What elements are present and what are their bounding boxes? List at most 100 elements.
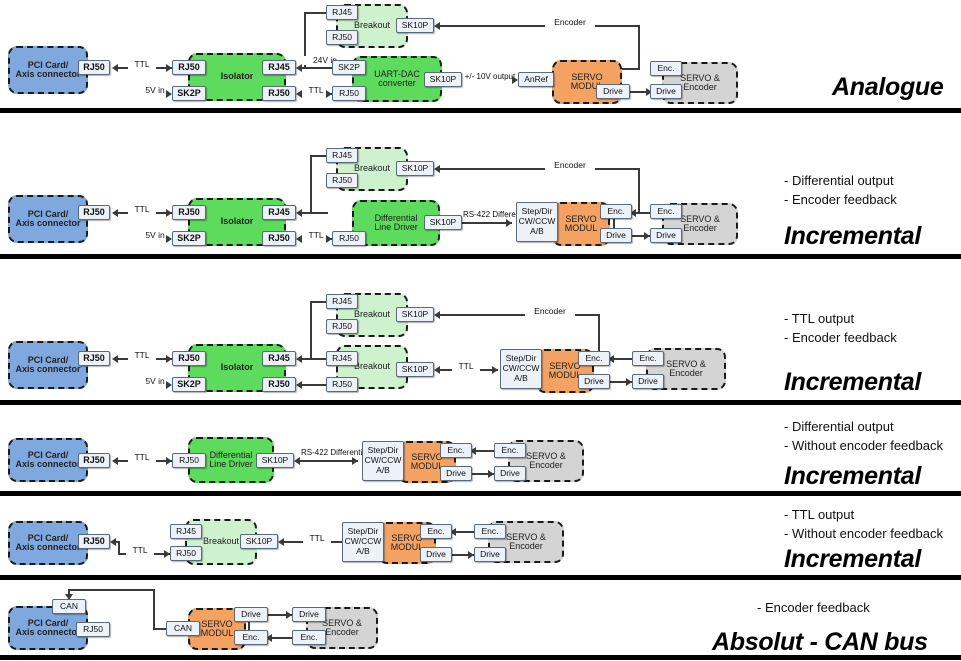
chip-sk10p-breakout-3a[interactable]: SK10P	[396, 307, 434, 322]
row-title-analogue: Analogue	[832, 73, 944, 101]
chip-rj45-breakout-3b[interactable]: RJ45	[326, 351, 358, 366]
chip-drive-servoenc-1[interactable]: Drive	[650, 84, 682, 99]
pci-card-block-2: PCI Card/ Axis connector	[8, 195, 88, 243]
chip-rj50-breakout-1[interactable]: RJ50	[326, 30, 358, 45]
chip-rj50-iso3-in[interactable]: RJ50	[172, 351, 206, 366]
bullet-2-2: - Encoder feedback	[784, 191, 897, 207]
chip-drive-servo-1[interactable]: Drive	[596, 84, 630, 99]
chip-rj50-iso-out[interactable]: RJ50	[262, 86, 296, 101]
bullet-3-1: - TTL output	[784, 311, 855, 326]
chip-rj50-dld-1[interactable]: RJ50	[332, 231, 366, 246]
wire-label-ttl-1: TTL	[128, 59, 156, 70]
isolator-label-2: Isolator	[220, 216, 254, 227]
stepdir-chip-4[interactable]: Step/Dir CW/CCW A/B	[342, 522, 384, 562]
wire-label-5v-3: 5V in	[137, 376, 173, 387]
chip-drive-servo-2[interactable]: Drive	[600, 228, 632, 243]
chip-rj50-iso2-in[interactable]: RJ50	[172, 205, 206, 220]
pci-card-block-3: PCI Card/ Axis connector	[8, 341, 88, 389]
stepdir-chip-1[interactable]: Step/Dir CW/CCW A/B	[516, 202, 558, 242]
chip-drive-servoenc-5[interactable]: Drive	[474, 547, 506, 562]
chip-rj50-dld-2[interactable]: RJ50	[172, 453, 206, 468]
chip-enc-servoenc-6[interactable]: Enc.	[292, 630, 326, 645]
servo-encoder-label-6: SERVO & Encoder	[322, 617, 362, 637]
chip-anref[interactable]: AnRef	[518, 72, 554, 87]
chip-sk10p-breakout-3b[interactable]: SK10P	[396, 362, 434, 377]
chip-enc-servo-4[interactable]: Enc.	[440, 443, 472, 458]
row-title-2: Incremental	[784, 222, 922, 250]
chip-sk10p-dld-2[interactable]: SK10P	[256, 453, 294, 468]
servo-modul-label-2: SERVO MODUL	[564, 213, 598, 233]
chip-sk10p-breakout-1[interactable]: SK10P	[396, 18, 434, 33]
chip-rj45-breakout-3a[interactable]: RJ45	[326, 294, 358, 309]
chip-rj45-breakout-5[interactable]: RJ45	[170, 524, 202, 539]
breakout-label-5: Breakout	[202, 536, 240, 547]
chip-rj50-pci[interactable]: RJ50	[78, 60, 110, 75]
chip-rj50-breakout-5[interactable]: RJ50	[170, 546, 202, 561]
chip-drive-servo-4[interactable]: Drive	[440, 466, 472, 481]
breakout-label-3a: Breakout	[353, 309, 391, 320]
chip-rj50-pci-4[interactable]: RJ50	[78, 453, 110, 468]
row-separator-1	[0, 108, 961, 113]
chip-can-servo[interactable]: CAN	[166, 621, 200, 636]
chip-rj50-iso-in[interactable]: RJ50	[172, 60, 206, 75]
chip-enc-servo-3[interactable]: Enc.	[578, 351, 610, 366]
chip-rj50-pci-2[interactable]: RJ50	[78, 205, 110, 220]
chip-rj50-breakout-3b[interactable]: RJ50	[326, 377, 358, 392]
chip-rj45-iso2-out[interactable]: RJ45	[262, 205, 296, 220]
stepdir-chip-2[interactable]: Step/Dir CW/CCW A/B	[500, 349, 542, 389]
row-title-4: Incremental	[784, 462, 922, 490]
bullet-4-1: - Differential output	[784, 419, 894, 434]
chip-rj50-breakout-3a[interactable]: RJ50	[326, 319, 358, 334]
chip-enc-servoenc-4[interactable]: Enc.	[494, 443, 526, 458]
chip-drive-servo-3[interactable]: Drive	[578, 374, 610, 389]
chip-drive-servo-6[interactable]: Drive	[234, 607, 268, 622]
chip-rj45-iso-out[interactable]: RJ45	[262, 60, 296, 75]
chip-rj50-breakout-2[interactable]: RJ50	[326, 173, 358, 188]
servo-encoder-label-4: SERVO & Encoder	[526, 450, 566, 470]
chip-enc-servoenc-1[interactable]: Enc.	[650, 61, 682, 76]
chip-sk10p-breakout-5[interactable]: SK10P	[240, 534, 278, 549]
diff-line-driver-label-2: Differential Line Driver	[209, 449, 253, 469]
chip-enc-servoenc-5[interactable]: Enc.	[474, 524, 506, 539]
wire-label-analog-out: +/- 10V output	[458, 72, 522, 82]
chip-rj45-breakout-1[interactable]: RJ45	[326, 5, 358, 20]
wire-label-ttl-5: TTL	[128, 350, 156, 361]
chip-drive-servoenc-4[interactable]: Drive	[494, 466, 526, 481]
chip-rj45-breakout-2[interactable]: RJ45	[326, 148, 358, 163]
chip-drive-servo-5[interactable]: Drive	[420, 547, 452, 562]
chip-sk2p-iso-in[interactable]: SK2P	[172, 86, 206, 101]
pci-card-label-4: PCI Card/ Axis connector	[15, 449, 81, 469]
chip-rj45-iso3-out[interactable]: RJ45	[262, 351, 296, 366]
chip-sk2p-iso2-in[interactable]: SK2P	[172, 231, 206, 246]
chip-enc-servoenc-2[interactable]: Enc.	[650, 204, 682, 219]
chip-rj50-pci-6[interactable]: RJ50	[76, 622, 110, 637]
chip-sk10p-breakout-2[interactable]: SK10P	[396, 161, 434, 176]
chip-rj50-iso2-out[interactable]: RJ50	[262, 231, 296, 246]
bullet-2-1: - Differential output	[784, 173, 894, 188]
row-bullets-2: - Differential output - Encoder feedback	[784, 172, 897, 210]
chip-sk2p-iso3-in[interactable]: SK2P	[172, 377, 206, 392]
chip-enc-servoenc-3[interactable]: Enc.	[632, 351, 664, 366]
chip-enc-servo-6[interactable]: Enc.	[234, 630, 268, 645]
chip-rj50-iso3-out[interactable]: RJ50	[262, 377, 296, 392]
chip-rj50-uart[interactable]: RJ50	[332, 86, 366, 101]
wire-label-ttl-3: TTL	[128, 204, 156, 215]
pci-card-label-5: PCI Card/ Axis connector	[15, 532, 81, 552]
stepdir-chip-3[interactable]: Step/Dir CW/CCW A/B	[362, 441, 404, 481]
chip-sk2p-uart[interactable]: SK2P	[332, 60, 366, 75]
chip-sk10p-dld-1[interactable]: SK10P	[424, 215, 462, 230]
chip-drive-servoenc-6[interactable]: Drive	[292, 607, 326, 622]
chip-enc-servo-2[interactable]: Enc.	[600, 204, 632, 219]
wire-label-ttl-4: TTL	[302, 230, 330, 241]
wire-label-ttl-6: TTL	[452, 361, 480, 372]
pci-card-block: PCI Card/ Axis connector	[8, 46, 88, 94]
chip-rj50-pci-3[interactable]: RJ50	[78, 351, 110, 366]
chip-can-pci[interactable]: CAN	[52, 599, 86, 614]
chip-sk10p-uart[interactable]: SK10P	[424, 72, 462, 87]
chip-enc-servo-5[interactable]: Enc.	[420, 524, 452, 539]
chip-drive-servoenc-2[interactable]: Drive	[650, 228, 682, 243]
row-title-6: Absolut - CAN bus	[712, 628, 928, 656]
chip-rj50-pci-5[interactable]: RJ50	[78, 534, 110, 549]
wire-label-5v-2: 5V in	[137, 230, 173, 241]
chip-drive-servoenc-3[interactable]: Drive	[632, 374, 664, 389]
